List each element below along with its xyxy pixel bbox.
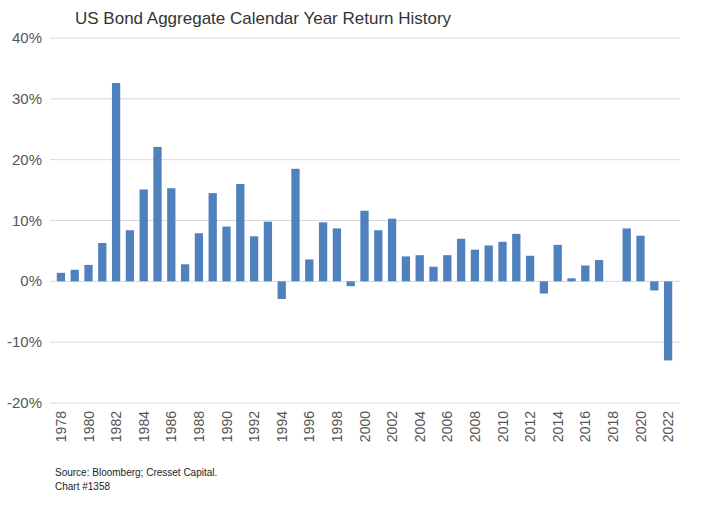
bar xyxy=(595,260,603,281)
x-tick-label: 2010 xyxy=(495,411,511,442)
bar xyxy=(388,219,396,282)
grid-line xyxy=(50,98,680,99)
bar xyxy=(291,169,299,282)
y-tick-label: 30% xyxy=(12,90,42,107)
grid-line xyxy=(50,38,680,39)
bar xyxy=(140,189,148,281)
bar xyxy=(209,193,217,281)
bar xyxy=(278,281,286,299)
x-tick-label: 2012 xyxy=(522,411,538,442)
x-tick-label: 2008 xyxy=(467,411,483,442)
bar xyxy=(333,228,341,281)
bar xyxy=(167,188,175,281)
x-tick-label: 1994 xyxy=(274,411,290,442)
x-tick-label: 2014 xyxy=(550,411,566,442)
x-tick-label: 1980 xyxy=(81,411,97,442)
bar xyxy=(84,265,92,281)
bar xyxy=(236,184,244,281)
x-tick-label: 2004 xyxy=(412,411,428,442)
bar xyxy=(623,228,631,281)
x-tick-label: 2022 xyxy=(660,411,676,442)
bar xyxy=(540,281,548,293)
bar xyxy=(650,281,658,290)
x-tick-label: 1986 xyxy=(163,411,179,442)
bar xyxy=(636,236,644,282)
y-tick-label: 10% xyxy=(12,212,42,229)
x-tick-label: 1996 xyxy=(301,411,317,442)
bar xyxy=(402,256,410,281)
y-tick-label: 20% xyxy=(12,151,42,168)
grid-line xyxy=(50,403,680,404)
x-tick-label: 2002 xyxy=(384,411,400,442)
bar xyxy=(609,281,617,282)
x-tick-label: 1982 xyxy=(108,411,124,442)
bar xyxy=(195,233,203,281)
bar xyxy=(153,147,161,281)
bar xyxy=(264,222,272,282)
y-tick-label: -20% xyxy=(7,394,42,411)
bar xyxy=(429,267,437,282)
bar xyxy=(498,242,506,282)
bar xyxy=(181,264,189,281)
x-tick-label: 2018 xyxy=(605,411,621,442)
y-tick-label: 40% xyxy=(12,29,42,46)
bar xyxy=(526,256,534,282)
title: US Bond Aggregate Calendar Year Return H… xyxy=(75,9,452,28)
bar xyxy=(126,230,134,281)
bar xyxy=(360,211,368,282)
bar xyxy=(57,273,65,282)
x-tick-label: 1998 xyxy=(329,411,345,442)
grid-line xyxy=(50,159,680,160)
chart-container: US Bond Aggregate Calendar Year Return H… xyxy=(0,0,701,509)
x-tick-label: 2000 xyxy=(357,411,373,442)
source-note: Chart #1358 xyxy=(55,481,110,492)
x-tick-label: 1984 xyxy=(136,411,152,442)
bar xyxy=(485,245,493,281)
chart-svg: US Bond Aggregate Calendar Year Return H… xyxy=(0,0,701,509)
y-tick-label: 0% xyxy=(20,272,42,289)
bar xyxy=(554,245,562,281)
bar xyxy=(98,243,106,281)
bars xyxy=(57,83,672,360)
y-tick-label: -10% xyxy=(7,333,42,350)
x-tick-label: 1988 xyxy=(191,411,207,442)
bar xyxy=(112,83,120,281)
x-tick-label: 2016 xyxy=(577,411,593,442)
bar xyxy=(471,250,479,282)
bar xyxy=(581,266,589,282)
x-tick-label: 1990 xyxy=(219,411,235,442)
bar xyxy=(664,281,672,360)
x-tick-label: 1978 xyxy=(53,411,69,442)
bar xyxy=(567,278,575,281)
bar xyxy=(250,236,258,281)
bar xyxy=(512,234,520,281)
bar xyxy=(305,259,313,281)
bar xyxy=(416,255,424,281)
x-tick-label: 2020 xyxy=(633,411,649,442)
bar xyxy=(347,281,355,286)
x-tick-label: 2006 xyxy=(439,411,455,442)
bar xyxy=(222,227,230,282)
bar xyxy=(443,255,451,281)
grid-line xyxy=(50,342,680,343)
source-note: Source: Bloomberg; Cresset Capital. xyxy=(55,467,217,478)
bar xyxy=(319,222,327,281)
x-tick-label: 1992 xyxy=(246,411,262,442)
bar xyxy=(374,230,382,281)
bar xyxy=(457,239,465,282)
bar xyxy=(71,270,79,282)
